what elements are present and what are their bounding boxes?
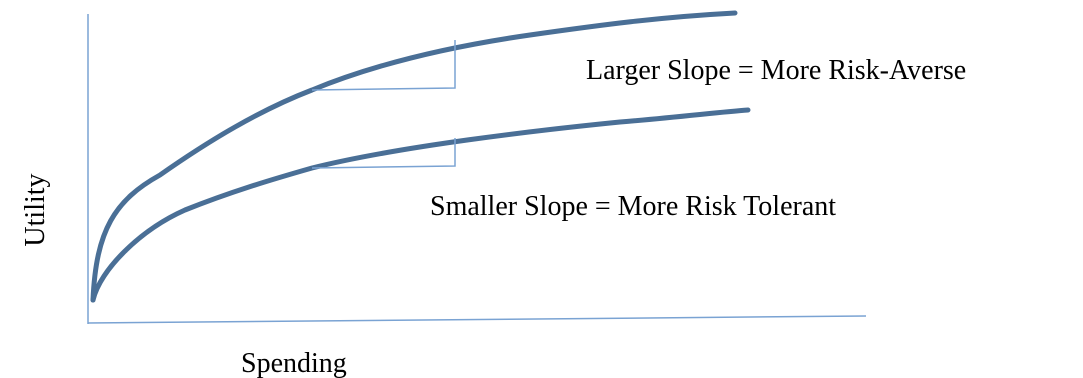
x-axis [87,315,867,324]
upper-slope-marker [311,40,456,91]
lower-curve-annotation: Smaller Slope = More Risk Tolerant [430,191,836,222]
upper-utility-curve [90,10,738,303]
y-axis-label: Utility [20,173,51,246]
lower-utility-curve [90,107,751,303]
x-axis-label: Spending [241,348,347,378]
upper-curve-annotation: Larger Slope = More Risk-Averse [586,55,966,86]
lower-slope-marker [311,138,456,169]
